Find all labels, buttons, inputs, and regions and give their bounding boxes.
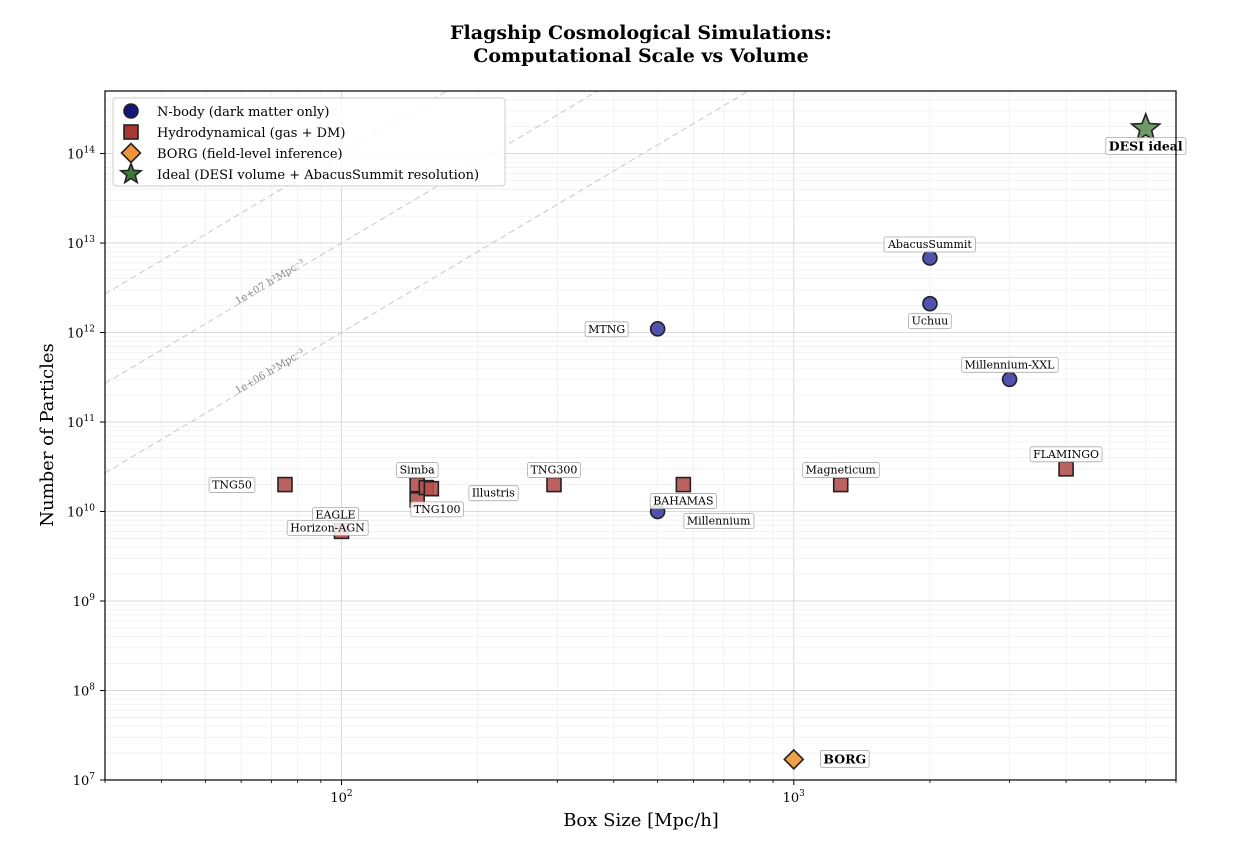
point-label-text: Millennium-XXL xyxy=(965,358,1056,371)
point-label-text: TNG100 xyxy=(414,503,461,516)
y-tick-label: 1010 xyxy=(67,504,95,521)
point-label-text: BORG xyxy=(823,751,866,766)
circle-marker xyxy=(922,250,938,266)
point-label-text: TNG50 xyxy=(212,479,252,492)
iso-density-label: 1e+06 h³Mpc⁻³ xyxy=(234,347,307,397)
point-label: TNG50 xyxy=(208,477,256,493)
chart-title-line-1: Flagship Cosmological Simulations: xyxy=(450,22,832,44)
circle-marker xyxy=(1001,371,1018,388)
point-label: Millennium-XXL xyxy=(961,356,1059,373)
point-label-box xyxy=(527,462,581,478)
point-label-text: AbacusSummit xyxy=(887,238,972,251)
point-label-text: Magneticum xyxy=(806,464,877,477)
point-label-text: TNG300 xyxy=(531,464,578,477)
point-label: Simba xyxy=(396,462,439,478)
legend-frame xyxy=(112,97,506,187)
chart-title-line-2: Computational Scale vs Volume xyxy=(473,45,808,67)
point-label-box xyxy=(908,313,952,330)
point-label: TNG300 xyxy=(527,462,581,478)
point-label: TNG100 xyxy=(410,501,464,518)
square-marker xyxy=(423,480,440,497)
point-label: Illustris xyxy=(468,485,519,502)
legend-entry-label: Ideal (DESI volume + AbacusSummit resolu… xyxy=(157,168,479,183)
legend-entry-label: BORG (field-level inference) xyxy=(157,147,343,162)
point-label-text: Uchuu xyxy=(912,315,949,328)
y-tick-label: 1013 xyxy=(67,235,95,252)
grid xyxy=(104,90,1177,781)
y-axis-label: Number of Particles xyxy=(37,343,58,527)
point-label-text: Simba xyxy=(400,464,436,477)
star-marker xyxy=(1129,111,1162,143)
iso-density-label: 1e+07 h³Mpc⁻³ xyxy=(234,258,307,308)
square-marker xyxy=(277,476,293,493)
point-label: BORG xyxy=(819,749,870,768)
point-label-box xyxy=(584,321,629,338)
point-label-text: BAHAMAS xyxy=(653,495,713,508)
circle-marker xyxy=(922,295,938,312)
point-label-box xyxy=(802,462,880,478)
point-labels: MTNG AbacusSummit Uchuu Millennium-XXL Mille… xyxy=(208,137,1187,768)
point-label-box xyxy=(961,356,1059,373)
point-label: DESI ideal xyxy=(1105,137,1187,156)
point-label: Millennium xyxy=(683,513,755,529)
legend-square-marker xyxy=(123,124,139,140)
y-tick-label: 109 xyxy=(73,593,96,610)
point-label-text: EAGLE xyxy=(315,508,355,521)
legend-circle-marker xyxy=(123,103,139,119)
point-label: AbacusSummit xyxy=(883,236,976,253)
point-label: BAHAMAS xyxy=(649,493,717,509)
point-label-box xyxy=(410,501,464,518)
square-marker xyxy=(1058,461,1074,477)
point-label-box xyxy=(286,519,369,536)
point-label-box xyxy=(468,485,519,502)
point-label-text: DESI ideal xyxy=(1109,139,1183,154)
x-tick-label: 103 xyxy=(783,789,806,806)
y-tick-label: 1012 xyxy=(67,325,95,342)
point-label-box xyxy=(396,462,439,478)
circle-marker xyxy=(649,321,666,337)
point-label: Horizon-AGN xyxy=(286,519,369,536)
point-label-box xyxy=(1105,137,1187,156)
point-label-text: Horizon-AGN xyxy=(290,521,365,534)
point-label: Magneticum xyxy=(802,462,880,478)
legend-entry-label: N-body (dark matter only) xyxy=(157,105,329,120)
square-marker xyxy=(675,476,692,493)
data-points xyxy=(277,111,1162,770)
point-label-box xyxy=(208,477,256,493)
point-label-box xyxy=(649,493,717,509)
diamond-marker xyxy=(783,748,805,770)
x-axis-label: Box Size [Mpc/h] xyxy=(563,810,719,831)
point-label-box xyxy=(819,749,870,768)
iso-density-line xyxy=(104,90,749,474)
y-tick-label: 107 xyxy=(73,772,96,789)
point-label: Uchuu xyxy=(908,313,952,330)
legend-star-marker xyxy=(118,161,144,185)
y-tick-label: 1014 xyxy=(67,146,95,163)
point-label: MTNG xyxy=(584,321,629,338)
y-tick-label: 108 xyxy=(73,683,96,700)
point-label: FLAMINGO xyxy=(1029,446,1103,463)
legend-entry-label: Hydrodynamical (gas + DM) xyxy=(157,126,345,141)
point-label-text: Illustris xyxy=(472,487,515,500)
iso-density-line xyxy=(104,90,598,384)
legend: N-body (dark matter only) Hydrodynamical … xyxy=(112,97,506,187)
point-label-box xyxy=(1029,446,1103,463)
point-label-text: MTNG xyxy=(588,323,625,336)
y-tick-label: 1011 xyxy=(67,414,95,431)
point-label-box xyxy=(683,513,755,529)
plot-frame xyxy=(104,90,1177,781)
point-label-text: FLAMINGO xyxy=(1033,448,1099,461)
point-label-text: Millennium xyxy=(687,515,751,528)
square-marker xyxy=(832,476,849,493)
square-marker xyxy=(546,476,562,493)
point-label-box xyxy=(883,236,976,253)
x-tick-label: 102 xyxy=(330,789,352,806)
